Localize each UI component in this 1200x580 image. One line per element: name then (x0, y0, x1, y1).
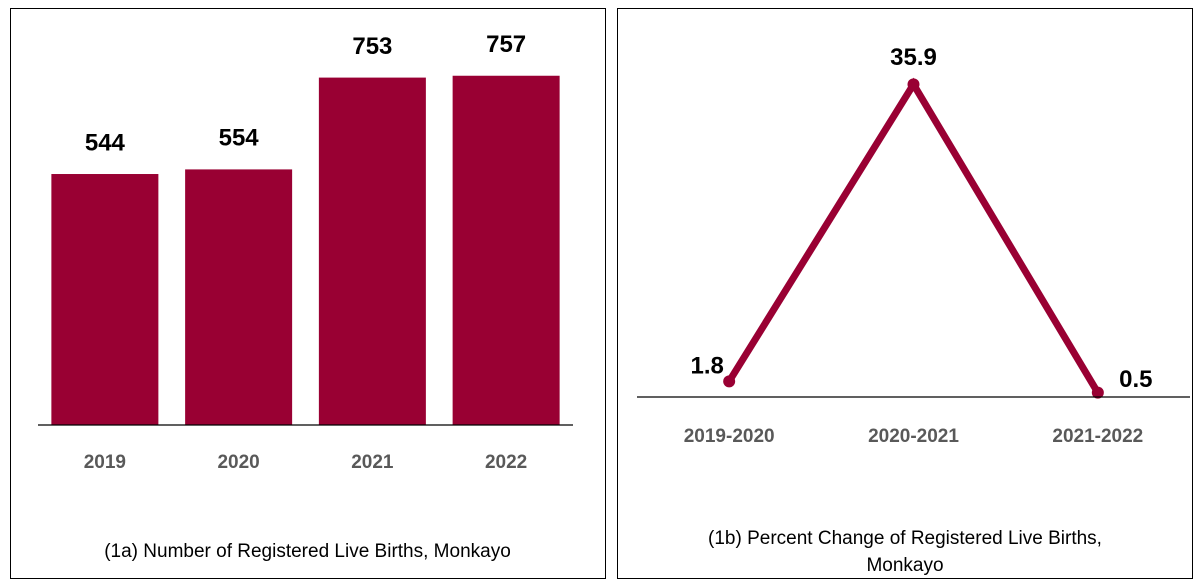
data-label: 554 (219, 125, 260, 152)
data-label: 757 (486, 31, 526, 58)
x-tick-label: 2020 (217, 452, 259, 473)
data-label: 544 (85, 129, 126, 156)
panel-border (617, 8, 1193, 579)
bar (318, 77, 426, 425)
x-tick-label: 2021 (351, 452, 394, 473)
x-tick-label: 2020-2021 (868, 426, 959, 447)
x-tick-label: 2021-2022 (1052, 426, 1143, 447)
x-tick-label: 2019-2020 (684, 426, 775, 447)
bar (185, 169, 293, 425)
data-label: 35.9 (890, 44, 937, 71)
data-label: 0.5 (1119, 366, 1152, 393)
line (726, 77, 1101, 395)
panel-border (10, 8, 606, 579)
point (723, 375, 736, 388)
x-tick-label: 2019 (84, 452, 126, 473)
data-label: 753 (352, 33, 392, 60)
data-label: 1.8 (690, 353, 723, 380)
x-tick-label: 2022 (485, 452, 527, 473)
chart-title: (1a) Number of Registered Live Births, M… (104, 541, 511, 562)
point (907, 78, 920, 91)
bar (51, 174, 159, 425)
bar (452, 75, 560, 425)
point (1091, 386, 1104, 399)
chart-title: (1b) Percent Change of Registered Live B… (708, 528, 1102, 576)
